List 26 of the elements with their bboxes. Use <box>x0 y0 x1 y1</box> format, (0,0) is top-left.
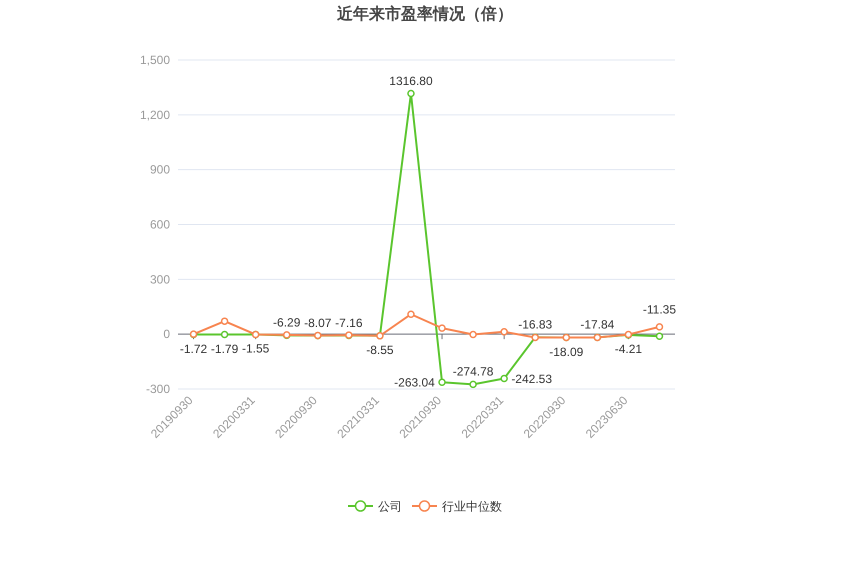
data-label: -1.55 <box>242 342 270 356</box>
y-tick-label: 900 <box>150 162 170 177</box>
legend-label: 公司 <box>378 499 402 514</box>
data-label: -8.07 <box>304 316 332 330</box>
legend-label: 行业中位数 <box>442 499 502 514</box>
y-tick-label: 1,200 <box>140 108 170 122</box>
data-label: -17.84 <box>580 318 614 332</box>
data-label: -242.53 <box>511 372 552 386</box>
y-tick-label: 0 <box>163 327 170 342</box>
data-label: -11.35 <box>642 302 676 317</box>
y-tick-label: -300 <box>146 382 170 396</box>
data-label: -1.79 <box>210 342 238 356</box>
data-label: -6.29 <box>273 316 300 330</box>
data-label: -4.21 <box>614 342 642 356</box>
title: 近年来市盈率情况（倍） <box>337 6 513 23</box>
data-label: -16.83 <box>518 318 552 332</box>
data-label: -18.09 <box>549 344 584 359</box>
y-tick-label: 600 <box>150 218 170 232</box>
data-label: -1.72 <box>180 342 208 356</box>
data-label: -7.16 <box>335 316 363 330</box>
y-tick-label: 1,500 <box>140 53 170 67</box>
data-label: -263.04 <box>394 376 435 390</box>
data-label: -274.78 <box>452 364 494 379</box>
y-tick-label: 300 <box>150 272 170 286</box>
data-label: 1316.80 <box>389 74 433 88</box>
data-label: -8.55 <box>366 343 394 358</box>
